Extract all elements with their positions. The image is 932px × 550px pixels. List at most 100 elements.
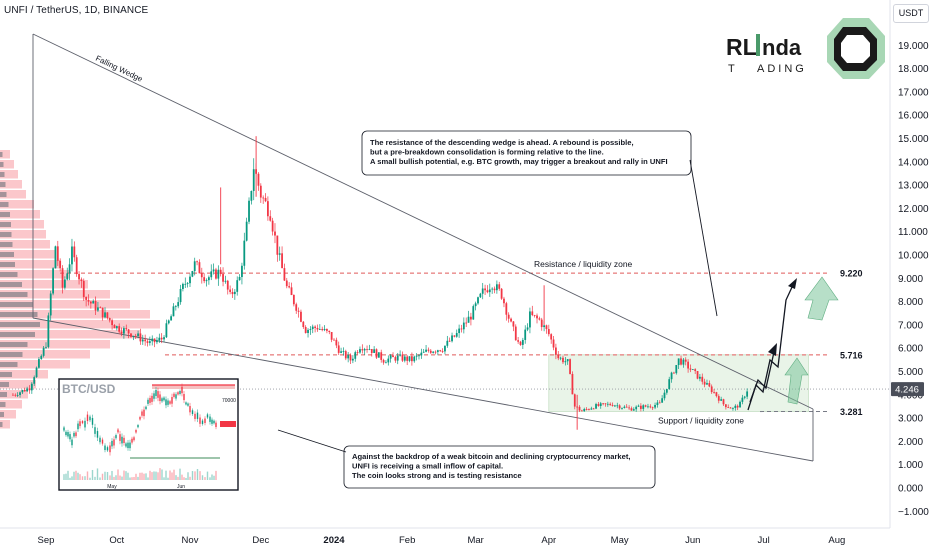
support-label: Support / liquidity zone (658, 416, 744, 426)
candle-body (606, 403, 609, 405)
candle-body (566, 359, 569, 362)
candle-body (54, 246, 57, 269)
btc-inset-candle (157, 391, 159, 398)
candle-body (82, 281, 85, 297)
btc-inset-volume (65, 473, 67, 480)
candle-body (415, 355, 418, 357)
candle-body (545, 325, 548, 330)
volume-profile-bar (0, 322, 40, 327)
volume-profile-bar (0, 280, 88, 289)
btc-inset-volume (187, 472, 189, 480)
candle-body (146, 341, 149, 343)
candle-body (222, 274, 224, 282)
candle-body (559, 357, 562, 359)
candle-body (26, 388, 29, 392)
candle-body (533, 315, 536, 316)
btc-inset-candle (81, 421, 84, 424)
btc-inset-candle (123, 437, 125, 444)
logo-octagon-inner (841, 35, 870, 63)
btc-inset-candle (73, 432, 75, 437)
volume-profile-bar (0, 372, 12, 377)
candle-body (578, 406, 581, 411)
candle-body (706, 383, 708, 385)
y-tick-label: 14.000 (898, 157, 929, 168)
candle-body (694, 369, 697, 372)
volume-profile-bar (0, 170, 18, 179)
candle-body (687, 361, 689, 369)
candle-body (61, 268, 64, 288)
candle-body (673, 372, 675, 374)
volume-profile-bar (0, 360, 70, 369)
btc-inset-candle (159, 394, 161, 402)
candle-body (241, 265, 243, 278)
resistance-label: Resistance / liquidity zone (534, 259, 633, 269)
volume-profile-bar (0, 340, 110, 349)
candle-body (108, 317, 111, 321)
candle-body (297, 310, 300, 312)
btc-inset-volume (73, 471, 75, 480)
btc-inset-volume (199, 471, 201, 480)
candle-body (274, 231, 276, 236)
candle-body (661, 398, 664, 403)
candle-body (283, 268, 286, 281)
candle-body (720, 399, 723, 401)
candle-body (92, 301, 95, 304)
btc-inset-volume (189, 476, 191, 480)
btc-inset-volume (143, 473, 145, 480)
btc-inset-volume (117, 469, 119, 480)
btc-inset-volume (194, 471, 196, 480)
btc-inset-candle (65, 431, 67, 436)
candle-body (713, 392, 715, 393)
volume-profile-bar (0, 350, 90, 359)
x-tick-label: Jun (685, 535, 700, 546)
x-tick-label: Feb (399, 535, 415, 546)
candle-body (540, 319, 543, 328)
projection-path (749, 351, 775, 403)
candle-body (491, 288, 494, 290)
candle-body (462, 322, 465, 330)
candle-body (564, 361, 567, 363)
candle-body (318, 328, 321, 330)
candle-body (512, 321, 515, 327)
candle-body (28, 388, 31, 391)
volume-profile-bar (0, 352, 23, 357)
candle-body (599, 403, 602, 406)
candle-body (19, 392, 21, 396)
candle-body (614, 405, 616, 407)
volume-profile-bar (0, 172, 5, 177)
btc-inset-candle (185, 402, 187, 405)
projection-arrowhead (768, 343, 777, 356)
candle-body (736, 405, 739, 408)
candle-body (536, 315, 538, 319)
volume-profile-bar (0, 200, 34, 209)
btc-inset-candle (191, 410, 194, 415)
btc-inset-volume (133, 477, 135, 480)
btc-inset-volume (96, 468, 99, 480)
btc-inset-volume (129, 477, 131, 480)
candle-body (264, 197, 267, 202)
note-bottom-pointer (277, 429, 347, 453)
candle-body (451, 335, 453, 342)
note-top-line: but a pre-breakdown consolidation is for… (370, 148, 604, 157)
y-tick-label: 1.000 (898, 460, 923, 471)
currency-button[interactable]: USDT (893, 4, 929, 23)
candle-body (38, 359, 40, 368)
candle-body (739, 401, 741, 408)
candle-body (196, 261, 198, 263)
btc-inset-candle (89, 416, 91, 421)
candle-body (418, 355, 420, 357)
btc-inset-candle (133, 437, 135, 441)
candle-body (330, 332, 333, 340)
btc-inset-volume (104, 471, 106, 480)
candle-body (311, 326, 314, 329)
candle-body (668, 379, 671, 390)
candle-body (304, 327, 307, 333)
level-label: 3.281 (840, 407, 863, 417)
y-tick-label: 10.000 (898, 251, 929, 262)
btc-inset-volume (113, 476, 115, 480)
volume-profile-bar (0, 422, 3, 427)
candle-body (488, 289, 491, 293)
btc-inset-volume (151, 472, 153, 480)
candle-body (444, 345, 446, 352)
